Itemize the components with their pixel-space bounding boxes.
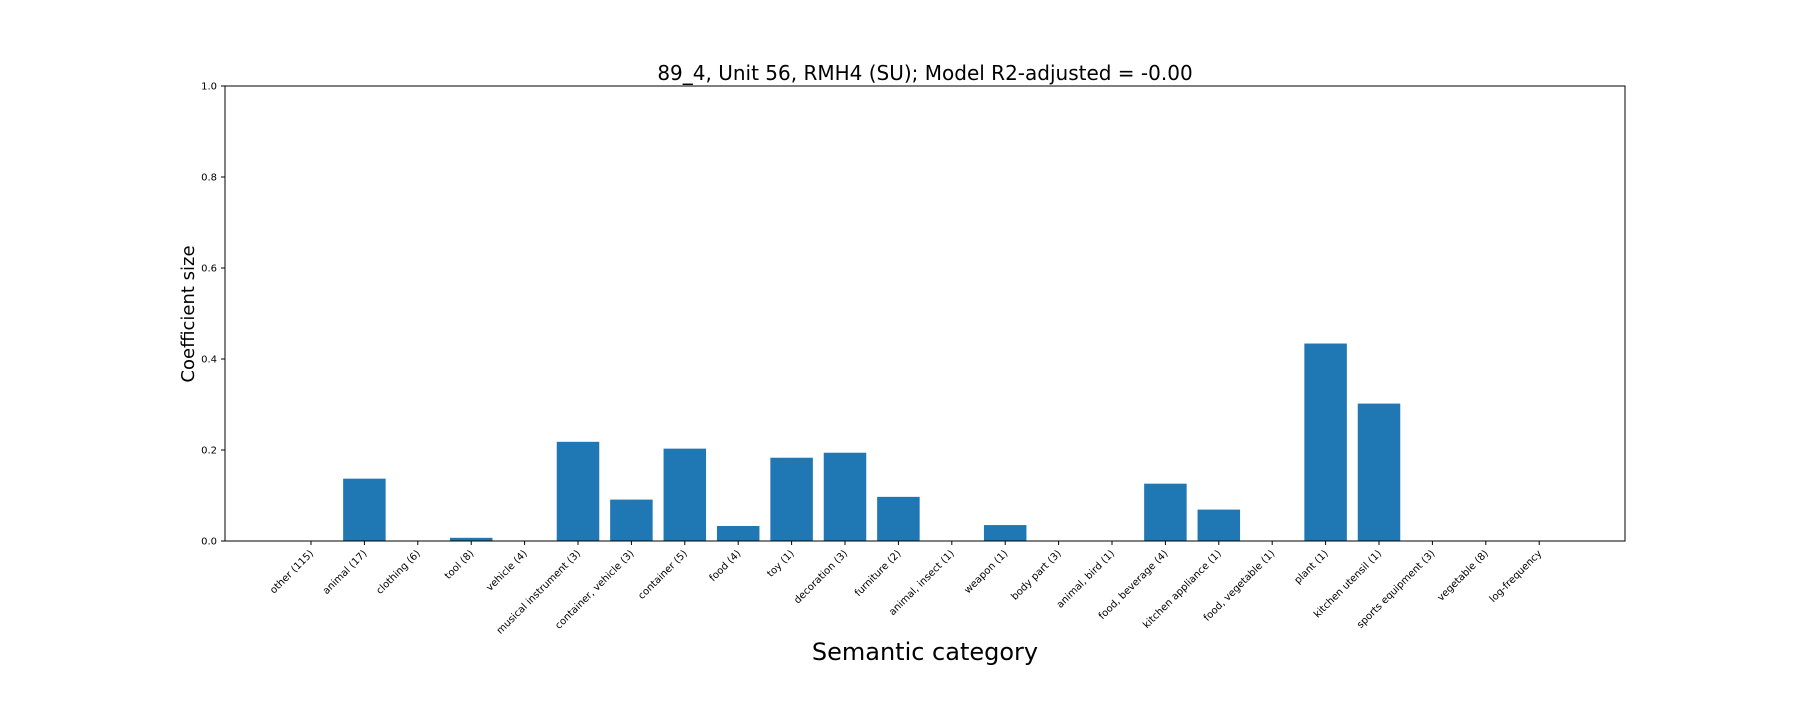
y-tick-label: 0.8 [201,173,217,184]
x-tick-label: other (115) [268,548,316,596]
x-tick-label: plant (1) [1293,548,1331,586]
y-tick-label: 0.0 [201,537,217,548]
x-tick-label: food (4) [708,548,744,584]
y-tick-label: 0.6 [201,264,217,275]
x-tick-label: decoration (3) [792,548,850,606]
bar-kitchen-utensil-1 [1357,403,1401,541]
bar-furniture-2 [877,496,920,541]
x-tick-label: toy (1) [765,548,796,579]
x-tick-label: animal, bird (1) [1055,548,1117,610]
bar-kitchen-appliance-1 [1197,509,1241,541]
bar-food-beverage-4 [1144,483,1187,541]
bar-musical-instrument-3 [556,441,600,541]
x-tick-label: animal (17) [321,548,370,597]
y-tick-label: 0.2 [201,446,217,457]
x-tick-label: body part (3) [1009,548,1063,602]
x-tick-label: vegetable (8) [1436,548,1491,603]
bar-tool-8 [449,537,493,541]
x-tick-label: container (5) [636,548,690,602]
y-tick-label: 1.0 [201,82,217,93]
y-axis-label: Coefficient size [178,245,199,382]
bar-food-4 [716,525,760,541]
bar-weapon-1 [983,525,1027,541]
chart-title: 89_4, Unit 56, RMH4 (SU); Model R2-adjus… [657,61,1192,85]
bar-decoration-3 [823,452,867,541]
bars-group [343,343,1401,541]
bar-plant-1 [1304,343,1347,541]
x-tick-label: clothing (6) [375,548,423,596]
x-ticks-group: other (115) animal (17) clothing (6) tool (… [268,541,1544,637]
plot-frame [224,85,1626,542]
y-tick-label: 0.4 [201,355,217,366]
x-tick-label: vehicle (4) [484,548,529,593]
x-axis-label: Semantic category [812,638,1038,666]
bar-animal-17 [343,478,386,541]
x-tick-label: tool (8) [443,548,477,582]
bar-container-5 [663,448,707,541]
bar-toy-1 [770,457,813,541]
y-ticks-group: 0.0 0.2 0.4 0.6 0.8 1.0 [201,82,225,548]
x-tick-label: log-frequency [1488,548,1545,605]
bar-container-vehicle-3 [610,499,653,541]
x-tick-label: furniture (2) [853,548,904,599]
x-tick-label: weapon (1) [963,548,1011,596]
